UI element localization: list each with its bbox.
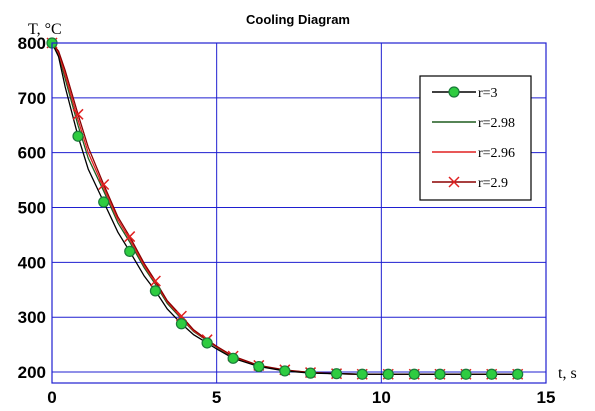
tick-labels: 0 5 10 15 200 300 400 500 600 700 800	[18, 34, 556, 407]
point-circle	[279, 365, 291, 377]
point-cross	[124, 231, 136, 243]
point-circle	[382, 368, 394, 380]
point-circle	[149, 285, 162, 297]
chart-title: Cooling Diagram	[246, 12, 350, 27]
legend-label: r=3	[478, 86, 498, 101]
series-group	[46, 37, 524, 380]
y-tick-label: 700	[18, 89, 46, 108]
point-cross	[98, 178, 110, 191]
legend-item: r=2.9	[432, 176, 508, 191]
x-tick-label: 0	[47, 388, 56, 407]
legend-label: r=2.9	[478, 176, 508, 191]
legend-label: r=2.98	[478, 116, 515, 131]
point-circle	[124, 245, 136, 257]
point-circle	[227, 352, 239, 364]
y-tick-label: 600	[18, 144, 46, 163]
series-line-r=3	[51, 42, 523, 375]
y-tick-label: 800	[18, 34, 46, 53]
x-tick-label: 15	[537, 388, 556, 407]
x-axis-label: t, s	[558, 365, 577, 382]
point-cross	[72, 108, 84, 120]
legend-box	[419, 75, 532, 201]
legend: r=3 r=2.98 r=2.96 r=2.9	[419, 75, 532, 201]
legend-label: r=2.96	[478, 146, 515, 161]
point-circle	[486, 368, 498, 380]
y-tick-label: 300	[18, 308, 46, 327]
point-circle	[460, 368, 472, 380]
y-axis-label: T, °C	[28, 21, 62, 38]
point-circle	[408, 368, 420, 380]
point-circle	[512, 368, 524, 380]
point-circle	[201, 337, 213, 349]
y-tick-label: 500	[18, 199, 46, 218]
point-circle	[98, 196, 110, 208]
x-tick-label: 5	[212, 388, 221, 407]
point-cross	[149, 275, 161, 287]
point-circle	[72, 130, 84, 142]
point-circle	[253, 360, 265, 373]
point-circle	[434, 368, 446, 380]
legend-item: r=2.98	[432, 116, 515, 131]
point-circle	[356, 368, 368, 380]
point-circle	[304, 367, 317, 379]
legend-item: r=2.96	[432, 146, 515, 161]
y-tick-label: 200	[18, 363, 46, 382]
legend-item: r=3	[432, 86, 498, 101]
y-tick-label: 400	[18, 253, 46, 272]
plot-frame	[51, 42, 547, 384]
x-tick-label: 10	[372, 388, 391, 407]
point-circle	[330, 368, 343, 380]
point-circle	[175, 318, 188, 330]
